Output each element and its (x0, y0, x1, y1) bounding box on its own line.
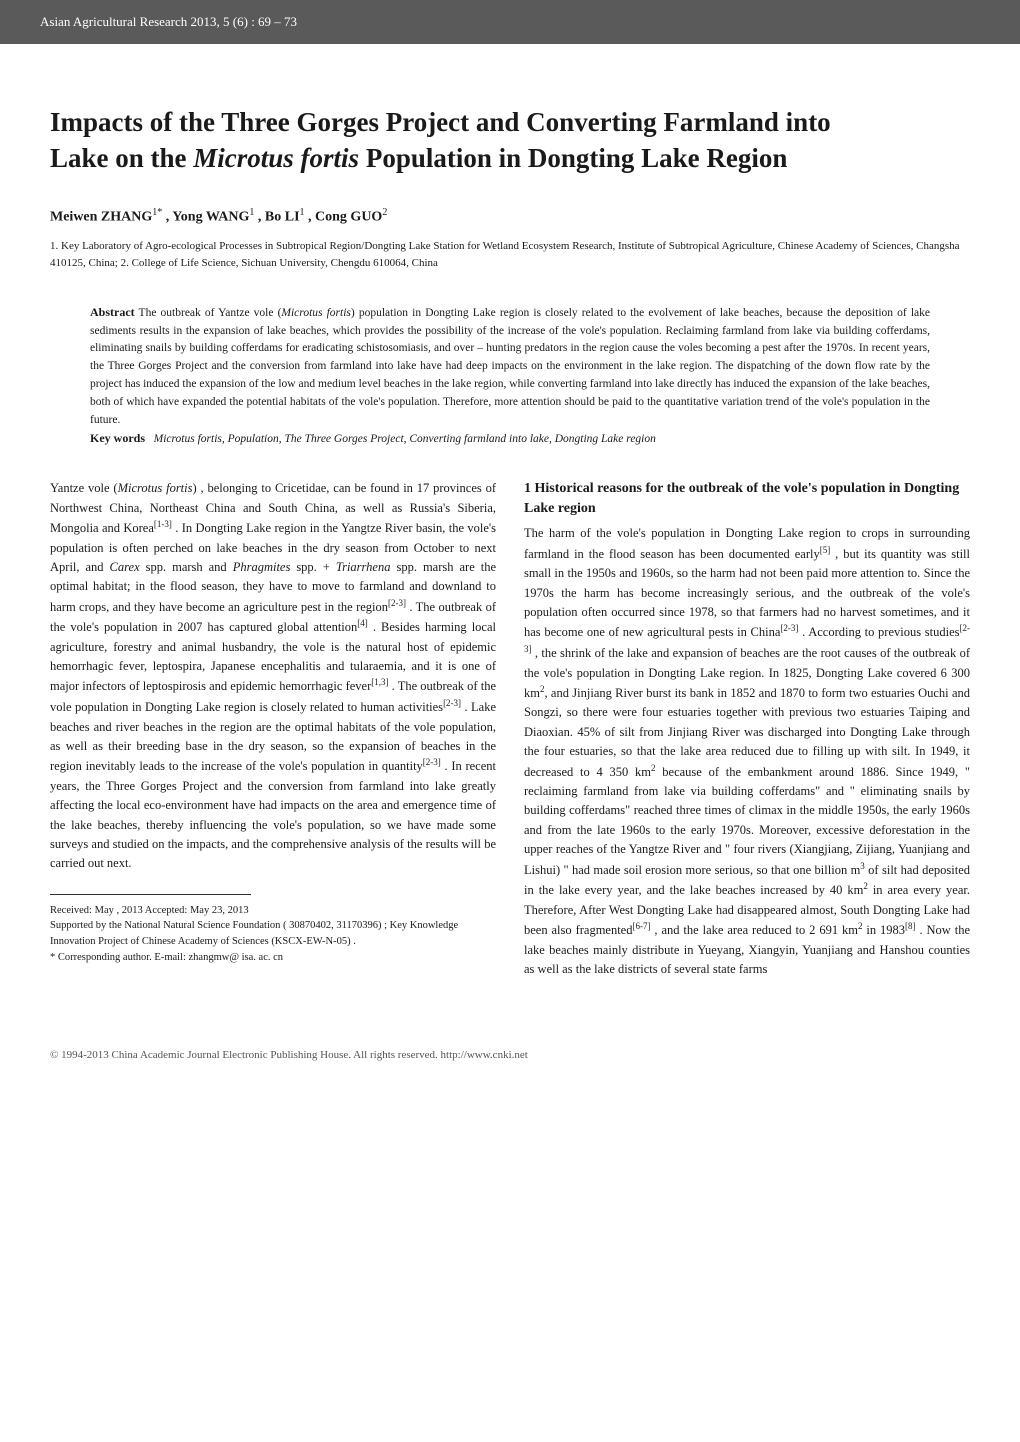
rc-s10: [8] (905, 921, 916, 931)
lc-s6: [2-3] (423, 757, 441, 767)
title-line2-prefix: Lake on the (50, 143, 193, 173)
keywords-rest: , Population, The Three Gorges Project, … (222, 433, 656, 445)
footnotes: Received: May , 2013 Accepted: May 23, 2… (50, 903, 496, 966)
lc-s4: [1,3] (371, 677, 388, 687)
author-sep2: , Bo LI (254, 210, 299, 225)
author-4-sup: 2 (382, 207, 387, 218)
two-column-body: Yantze vole (Microtus fortis) , belongin… (50, 479, 970, 979)
footnote-divider (50, 894, 251, 895)
footnote-received: Received: May , 2013 Accepted: May 23, 2… (50, 903, 496, 919)
right-column: 1 Historical reasons for the outbreak of… (524, 479, 970, 979)
footer-text: © 1994-2013 China Academic Journal Elect… (50, 1049, 528, 1061)
abstract-label: Abstract (90, 305, 135, 319)
keywords-species: Microtus fortis (154, 433, 222, 445)
lc-i2: Carex (110, 560, 140, 574)
journal-header: Asian Agricultural Research 2013, 5 (6) … (0, 0, 1020, 44)
author-1: Meiwen ZHANG (50, 210, 152, 225)
affiliations: 1. Key Laboratory of Agro-ecological Pro… (50, 238, 970, 273)
rc-t3: . According to previous studies (798, 626, 959, 640)
lc-s1: [1-3] (154, 519, 172, 529)
abstract-block: Abstract The outbreak of Yantze vole (Mi… (50, 303, 970, 450)
lc-i3: Phragmites (233, 560, 291, 574)
footnote-supported: Supported by the National Natural Scienc… (50, 918, 496, 950)
rc-t10: in 1983 (862, 923, 905, 937)
lc-t4: spp. marsh and (140, 560, 233, 574)
journal-line: Asian Agricultural Research 2013, 5 (6) … (40, 14, 297, 29)
author-1-sup: 1* (152, 207, 162, 218)
left-para-1: Yantze vole (Microtus fortis) , belongin… (50, 479, 496, 873)
abstract-paragraph: Abstract The outbreak of Yantze vole (Mi… (90, 303, 930, 430)
abstract-body: ) population in Dongting Lake region is … (90, 307, 930, 426)
rc-s8: [6-7] (632, 921, 650, 931)
author-sep3: , Cong GUO (305, 210, 383, 225)
page-content: Impacts of the Three Gorges Project and … (0, 44, 1020, 1019)
section-1-heading: 1 Historical reasons for the outbreak of… (524, 479, 970, 518)
lc-s3: [4] (357, 618, 368, 628)
rc-t6: because of the embankment around 1886. S… (524, 765, 970, 877)
left-column: Yantze vole (Microtus fortis) , belongin… (50, 479, 496, 979)
lc-i4: Triarrhena (336, 560, 391, 574)
rc-s1: [5] (820, 545, 831, 555)
keywords-paragraph: Key words Microtus fortis, Population, T… (90, 429, 930, 449)
lc-t1: Yantze vole ( (50, 481, 118, 495)
title-line1: Impacts of the Three Gorges Project and … (50, 107, 831, 137)
lc-t11: . In recent years, the Three Gorges Proj… (50, 759, 496, 870)
title-species-italic: Microtus fortis (193, 143, 359, 173)
page-footer: © 1994-2013 China Academic Journal Elect… (0, 1019, 1020, 1081)
abstract-species: Microtus fortis (281, 307, 351, 319)
affiliations-text: 1. Key Laboratory of Agro-ecological Pro… (50, 240, 960, 270)
keywords-label: Key words (90, 431, 145, 445)
rc-s2: [2-3] (780, 623, 798, 633)
lc-t5: spp. + (290, 560, 336, 574)
lc-i1: Microtus fortis (118, 481, 193, 495)
paper-title: Impacts of the Three Gorges Project and … (50, 104, 970, 177)
footnote-corresponding: * Corresponding author. E-mail: zhangmw@… (50, 950, 496, 966)
rc-t9: , and the lake area reduced to 2 691 km (650, 923, 858, 937)
title-line2-suffix: Population in Dongting Lake Region (359, 143, 787, 173)
lc-s2: [2-3] (388, 598, 406, 608)
lc-s5: [2-3] (443, 698, 461, 708)
abstract-prefix: The outbreak of Yantze vole ( (135, 307, 282, 319)
authors-line: Meiwen ZHANG1* , Yong WANG1 , Bo LI1 , C… (50, 207, 970, 226)
right-para-1: The harm of the vole's population in Don… (524, 524, 970, 979)
author-sep1: , Yong WANG (162, 210, 249, 225)
